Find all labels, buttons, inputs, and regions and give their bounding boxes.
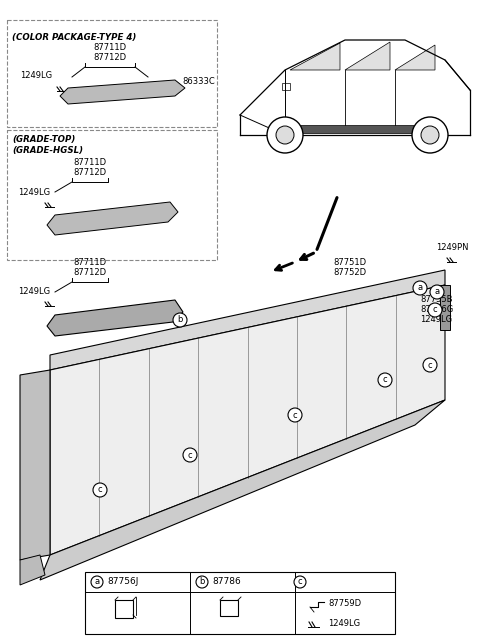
Circle shape (276, 126, 294, 144)
Bar (7, 20, 217, 127)
Text: 1249LG: 1249LG (20, 71, 52, 80)
Text: 1249LG: 1249LG (18, 287, 50, 296)
Text: 87756G: 87756G (420, 305, 453, 314)
Text: 87712D: 87712D (73, 168, 107, 177)
Polygon shape (40, 400, 445, 580)
Text: c: c (298, 577, 302, 586)
Text: 87759D: 87759D (328, 600, 361, 609)
Bar (115, 600, 133, 618)
Circle shape (288, 408, 302, 422)
Text: 86333C: 86333C (182, 78, 215, 86)
Text: c: c (432, 305, 437, 314)
Text: 87752D: 87752D (333, 268, 366, 277)
Circle shape (428, 303, 442, 317)
Circle shape (196, 576, 208, 588)
Polygon shape (440, 285, 450, 330)
Polygon shape (60, 80, 185, 104)
Text: 87712D: 87712D (94, 53, 127, 62)
Text: 87751D: 87751D (333, 258, 366, 267)
Circle shape (413, 281, 427, 295)
Polygon shape (47, 202, 178, 235)
Text: c: c (293, 410, 297, 420)
Circle shape (93, 483, 107, 497)
Text: 1249PN: 1249PN (436, 243, 468, 252)
Polygon shape (395, 45, 435, 70)
Polygon shape (20, 555, 45, 585)
Text: a: a (434, 287, 440, 296)
Polygon shape (50, 285, 445, 555)
Circle shape (183, 448, 197, 462)
Bar (220, 600, 238, 616)
Polygon shape (345, 42, 390, 70)
Circle shape (173, 313, 187, 327)
Bar (85, 572, 395, 634)
Bar (7, 130, 217, 260)
Polygon shape (300, 125, 415, 133)
Text: c: c (188, 450, 192, 459)
Text: 87712D: 87712D (73, 268, 107, 277)
Circle shape (423, 358, 437, 372)
Polygon shape (20, 370, 50, 560)
Polygon shape (50, 270, 445, 370)
Text: b: b (199, 577, 204, 586)
Text: 87711D: 87711D (94, 43, 127, 52)
Text: c: c (98, 485, 102, 495)
Circle shape (294, 576, 306, 588)
Circle shape (421, 126, 439, 144)
Text: 87755B: 87755B (420, 295, 453, 304)
Text: c: c (383, 375, 387, 385)
Text: 87711D: 87711D (73, 258, 107, 267)
Text: (GRADE-HGSL): (GRADE-HGSL) (12, 146, 83, 155)
Text: 87711D: 87711D (73, 158, 107, 167)
Polygon shape (282, 83, 290, 90)
Circle shape (412, 117, 448, 153)
Text: b: b (177, 315, 183, 324)
Text: 87786: 87786 (212, 577, 241, 586)
Text: (GRADE-TOP): (GRADE-TOP) (12, 135, 75, 144)
Polygon shape (290, 43, 340, 70)
Circle shape (267, 117, 303, 153)
Polygon shape (47, 300, 183, 336)
Circle shape (378, 373, 392, 387)
Text: c: c (428, 361, 432, 370)
Circle shape (91, 576, 103, 588)
Text: 1249LG: 1249LG (18, 188, 50, 197)
Text: 1249LG: 1249LG (420, 315, 452, 324)
Text: (COLOR PACKAGE-TYPE 4): (COLOR PACKAGE-TYPE 4) (12, 33, 136, 42)
Text: a: a (95, 577, 99, 586)
Text: a: a (418, 284, 422, 293)
Text: 87756J: 87756J (107, 577, 138, 586)
Circle shape (430, 285, 444, 299)
Text: 1249LG: 1249LG (328, 619, 360, 628)
